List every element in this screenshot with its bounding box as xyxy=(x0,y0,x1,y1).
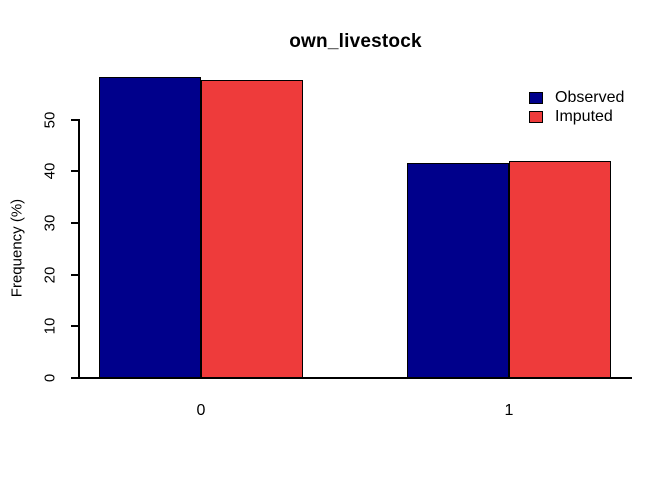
x-axis-baseline xyxy=(70,377,632,379)
legend-entry-imputed: Imputed xyxy=(529,108,624,128)
y-tick-label-30: 30 xyxy=(41,214,59,232)
x-category-label-1: 1 xyxy=(504,402,514,419)
legend-label-imputed: Imputed xyxy=(555,108,613,126)
chart-title: own_livestock xyxy=(289,31,422,52)
y-tick-label-20: 20 xyxy=(41,266,59,283)
y-tick-label-0: 0 xyxy=(41,373,59,383)
y-axis-label-text: Frequency (%) xyxy=(8,198,26,298)
bar-imputed-1 xyxy=(509,160,611,378)
y-tick-mark-20 xyxy=(70,273,79,276)
y-tick-mark-0 xyxy=(70,377,79,379)
bar-observed-1 xyxy=(407,162,509,378)
y-tick-mark-50 xyxy=(70,118,79,121)
legend-label-observed: Observed xyxy=(555,88,625,106)
legend: Observed Imputed xyxy=(529,88,624,127)
legend-swatch-observed xyxy=(529,91,543,104)
y-tick-label-50: 50 xyxy=(41,111,59,128)
legend-entry-observed: Observed xyxy=(529,88,624,108)
y-tick-mark-10 xyxy=(70,325,79,328)
legend-swatch-imputed xyxy=(529,111,543,124)
y-axis-line xyxy=(77,118,80,379)
bar-observed-0 xyxy=(99,77,201,378)
y-tick-label-40: 40 xyxy=(41,162,59,180)
y-tick-mark-40 xyxy=(70,170,79,173)
y-tick-label-10: 10 xyxy=(41,317,59,335)
x-category-label-0: 0 xyxy=(196,402,206,419)
y-tick-mark-30 xyxy=(70,221,79,224)
bar-imputed-0 xyxy=(201,79,303,378)
